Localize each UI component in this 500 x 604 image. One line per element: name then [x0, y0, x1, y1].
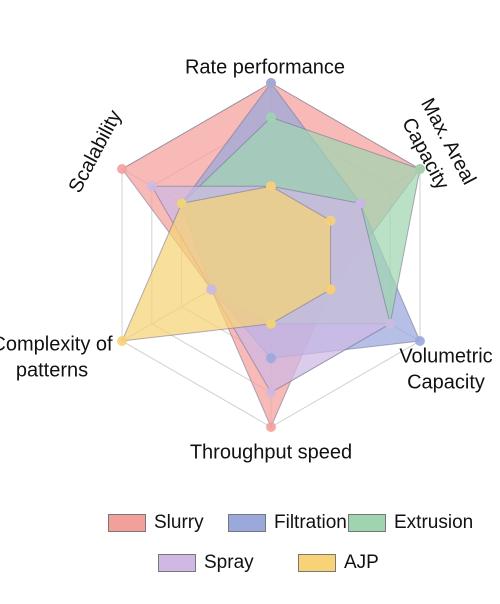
legend-item-extrusion: Extrusion [348, 512, 473, 534]
data-point-ajp [176, 198, 187, 209]
data-point-ajp [117, 336, 128, 346]
data-point-spray [206, 284, 217, 295]
legend-label-slurry: Slurry [154, 512, 204, 533]
axis-label-line: Complexity of [0, 333, 113, 355]
data-point-filtration [266, 353, 276, 364]
legend-label-ajp: AJP [344, 552, 379, 573]
data-point-ajp [266, 318, 276, 329]
legend-item-spray: Spray [158, 552, 254, 574]
axis-label-group: Rate performance [185, 56, 345, 78]
data-point-ajp [325, 284, 336, 295]
data-point-slurry [117, 164, 128, 174]
axis-label-group: Volumetric Capacity [399, 345, 492, 393]
data-point-spray [385, 318, 396, 329]
legend-label-spray: Spray [204, 552, 254, 573]
axis-label: Complexity of patterns [0, 333, 113, 381]
data-point-ajp [325, 215, 336, 226]
legend-label-extrusion: Extrusion [394, 512, 474, 533]
data-point-filtration [266, 78, 276, 88]
axis-label: Scalability [65, 107, 127, 197]
legend-label-filtration: Filtration [274, 512, 347, 533]
legend-swatch-spray [158, 554, 196, 572]
axis-label-group: Complexity of patterns [0, 333, 113, 381]
data-point-spray [266, 387, 276, 398]
legend-swatch-filtration [228, 514, 266, 532]
axis-label: Throughput speed [190, 441, 352, 463]
legend-swatch-slurry [108, 514, 146, 532]
legend-swatch-extrusion [348, 514, 386, 532]
legend-item-filtration: Filtration [228, 512, 347, 534]
data-point-extrusion [266, 112, 276, 123]
axis-label-line: Volumetric [399, 345, 492, 367]
axis-label-line: patterns [16, 359, 88, 381]
data-point-spray [146, 181, 157, 192]
data-point-ajp [266, 181, 276, 192]
axis-label-line: Scalability [65, 107, 127, 197]
legend-swatch-ajp [298, 554, 336, 572]
data-point-slurry [266, 422, 276, 432]
legend-item-slurry: Slurry [108, 512, 204, 534]
data-point-spray [355, 198, 366, 209]
legend-item-ajp: AJP [298, 552, 379, 574]
data-point-filtration [414, 336, 425, 346]
axis-label-line: Rate performance [185, 56, 345, 78]
legend: Slurry Filtration Extrusion Spray AJP [0, 500, 500, 600]
axis-label-group: Scalability [65, 107, 127, 197]
axis-label: Rate performance [185, 56, 345, 78]
radar-series [117, 78, 425, 432]
axis-label: Volumetric Capacity [399, 345, 492, 393]
axis-label-group: Throughput speed [190, 441, 352, 463]
axis-label-line: Throughput speed [190, 441, 352, 463]
axis-label-line: Capacity [407, 371, 485, 393]
data-point-extrusion [414, 164, 425, 174]
